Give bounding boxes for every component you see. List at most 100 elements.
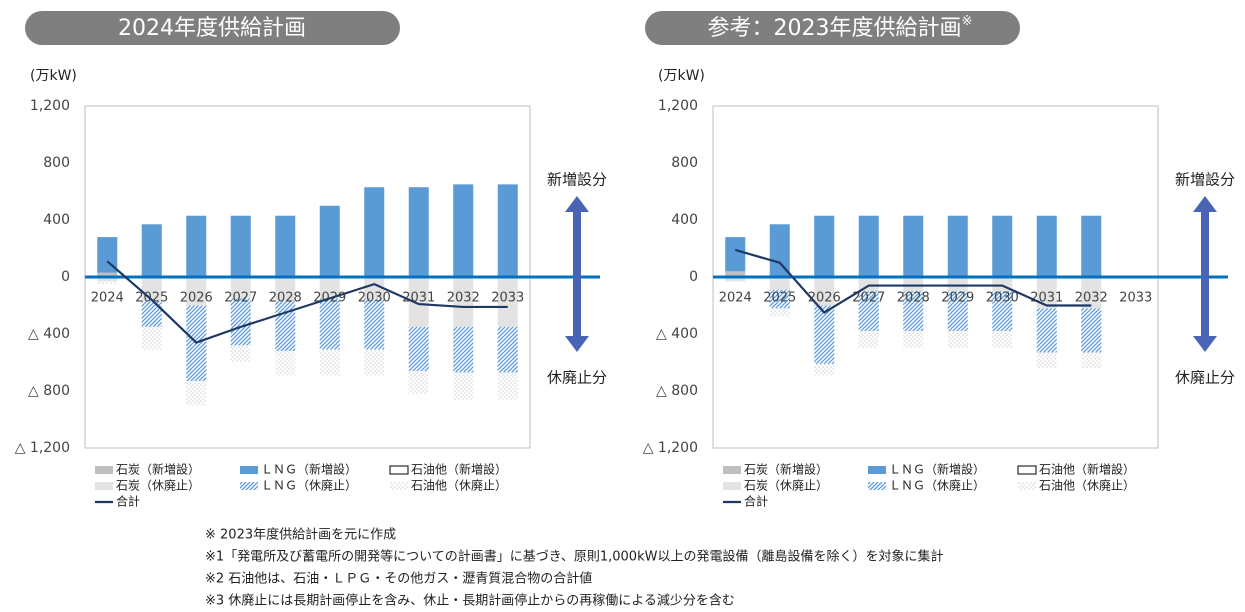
y-tick-label: △ 400 xyxy=(28,326,70,342)
bar xyxy=(1036,277,1057,309)
bar xyxy=(769,308,790,317)
legend-label: 合計 xyxy=(116,494,140,509)
x-tick-label: 2033 xyxy=(491,291,524,306)
bar xyxy=(947,291,968,332)
bar xyxy=(97,277,118,282)
bar xyxy=(992,215,1013,277)
bar xyxy=(275,215,296,277)
y-tick-label: 800 xyxy=(43,155,70,171)
y-tick-label: 400 xyxy=(43,212,70,228)
bar xyxy=(1081,215,1102,277)
bar xyxy=(814,277,835,306)
bar xyxy=(141,301,162,327)
bar xyxy=(319,277,340,299)
bar xyxy=(275,351,296,376)
y-tick-label: △ 400 xyxy=(656,326,698,342)
bar xyxy=(186,381,207,406)
chart-title-mark: ※ xyxy=(962,14,973,29)
bar xyxy=(408,277,429,327)
bar xyxy=(97,281,118,285)
bar xyxy=(453,277,474,327)
legend-swatch xyxy=(868,482,886,490)
legend-swatch xyxy=(723,482,741,490)
y-axis-label: (万kW) xyxy=(658,68,705,84)
bar xyxy=(992,331,1013,349)
bar xyxy=(275,301,296,352)
chart-title-text: 参考：2023年度供給計画 xyxy=(708,16,962,41)
bar xyxy=(141,224,162,277)
legend-swatch xyxy=(240,466,258,474)
bar xyxy=(769,277,790,290)
x-tick-label: 2028 xyxy=(269,291,302,306)
annotation: 休廃止分 xyxy=(547,369,607,387)
annotation: 新増設分 xyxy=(547,171,607,189)
bar xyxy=(97,272,118,277)
y-axis-label: (万kW) xyxy=(30,68,77,84)
y-tick-label: △ 800 xyxy=(656,383,698,399)
chart-title: 2024年度供給計画 xyxy=(118,16,306,41)
legend-label: 石炭（休廃止） xyxy=(744,478,828,493)
y-tick-label: 1,200 xyxy=(30,98,70,114)
bar xyxy=(992,291,1013,332)
bar xyxy=(903,331,924,349)
legend-swatch xyxy=(389,465,409,475)
bar xyxy=(1036,308,1057,353)
bar xyxy=(1036,352,1057,369)
y-tick-label: 800 xyxy=(671,155,698,171)
bar xyxy=(769,289,790,309)
x-tick-label: 2025 xyxy=(763,291,796,306)
bar xyxy=(275,277,296,302)
legend-label: 合計 xyxy=(744,494,768,509)
y-tick-label: △ 800 xyxy=(28,383,70,399)
legend-swatch xyxy=(95,482,113,490)
bar xyxy=(858,291,879,332)
bar xyxy=(408,326,429,372)
annotation: 新増設分 xyxy=(1175,171,1235,189)
footnote: ※2 石油他は、石油・ＬＰＧ・その他ガス・瀝青質混合物の合計値 xyxy=(205,571,592,587)
x-tick-label: 2029 xyxy=(941,291,974,306)
bar xyxy=(814,305,835,364)
y-tick-label: △ 1,200 xyxy=(643,440,698,456)
bar xyxy=(814,363,835,376)
legend-label: 石油他（新増設） xyxy=(411,462,507,477)
x-tick-label: 2027 xyxy=(852,291,885,306)
legend-swatch xyxy=(868,466,886,474)
bar xyxy=(725,237,746,272)
bar xyxy=(186,277,207,306)
legend-swatch xyxy=(1018,482,1036,490)
bar xyxy=(1036,215,1057,277)
x-tick-label: 2024 xyxy=(91,291,124,306)
footnote: ※ 2023年度供給計画を元に作成 xyxy=(205,527,396,543)
bar xyxy=(725,277,746,282)
bar xyxy=(947,215,968,277)
bar xyxy=(858,215,879,277)
bar xyxy=(903,291,924,332)
bar xyxy=(319,349,340,376)
bar xyxy=(230,277,251,299)
bar xyxy=(725,271,746,277)
legend-label: 石炭（新増設） xyxy=(744,462,828,477)
bar xyxy=(319,205,340,277)
bar xyxy=(230,345,251,363)
legend-swatch xyxy=(240,482,258,490)
legend-label: ＬＮＧ（休廃止） xyxy=(261,478,357,493)
x-tick-label: 2025 xyxy=(135,291,168,306)
x-tick-label: 2032 xyxy=(447,291,480,306)
x-tick-label: 2031 xyxy=(402,291,435,306)
bar xyxy=(364,298,385,350)
bar xyxy=(364,187,385,277)
legend-label: ＬＮＧ（休廃止） xyxy=(889,478,985,493)
bar xyxy=(364,349,385,376)
annotation: 休廃止分 xyxy=(1175,369,1235,387)
legend-label: 石油他（休廃止） xyxy=(411,478,507,493)
legend-swatch xyxy=(95,466,113,474)
bar xyxy=(497,372,518,400)
bar xyxy=(186,215,207,277)
legend-label: 石油他（休廃止） xyxy=(1039,478,1135,493)
chart-title: 参考：2023年度供給計画※ xyxy=(708,14,973,42)
title-pill xyxy=(645,11,1020,45)
bar xyxy=(947,277,968,292)
bar xyxy=(408,371,429,394)
y-tick-label: 0 xyxy=(61,269,70,285)
x-tick-label: 2028 xyxy=(897,291,930,306)
